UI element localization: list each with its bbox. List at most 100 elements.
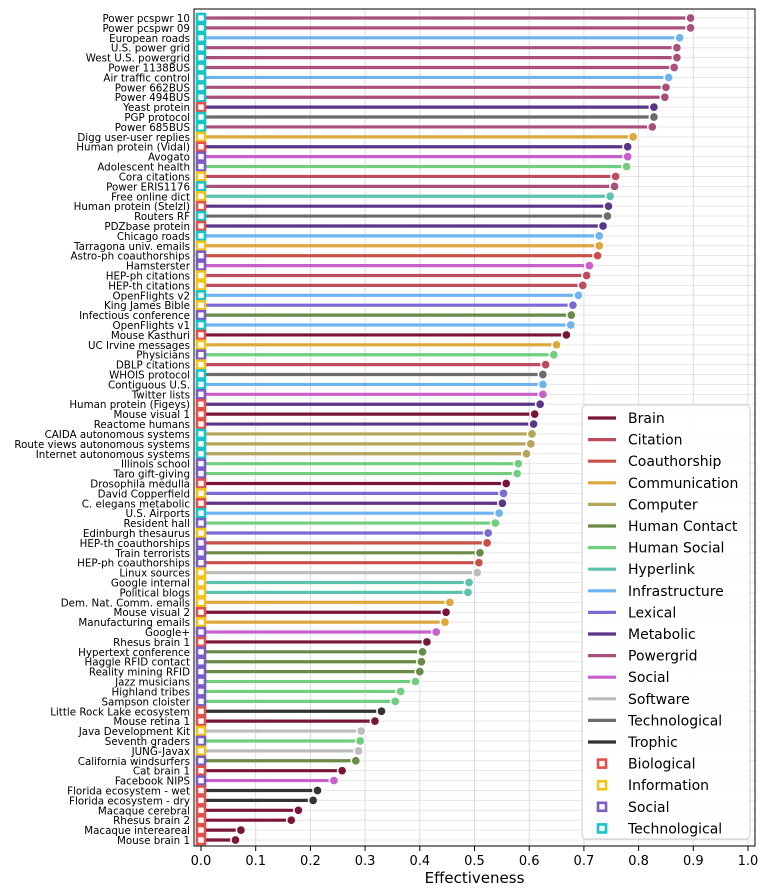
network-label: Little Rock Lake ecosystem xyxy=(50,706,190,718)
value-marker xyxy=(528,418,539,430)
network-row: Haggle RFID contact xyxy=(85,656,427,669)
legend-entry: Communication xyxy=(588,476,738,492)
x-tick-label: 1.0 xyxy=(738,854,759,869)
category-marker xyxy=(195,606,207,618)
value-marker xyxy=(540,359,551,370)
category-marker xyxy=(195,537,207,549)
category-marker xyxy=(195,656,207,668)
value-marker xyxy=(355,725,367,737)
network-label: Tarragona univ. emails xyxy=(73,241,190,253)
x-axis: 0.0 0.1 0.2 0.3 0.4 0.5 0.6 0.7 0.8 0.9 1.0 xyxy=(191,846,759,869)
network-row: Edinburgh thesaurus xyxy=(83,527,494,540)
network-label: U.S. Airports xyxy=(125,508,190,520)
value-marker xyxy=(668,62,680,73)
x-tick-label: 0.4 xyxy=(409,854,430,869)
legend-entry: Biological xyxy=(596,757,695,773)
legend: Brain Citation Coauthorship Communication Co… xyxy=(581,404,751,840)
network-label: HEP-ph citations xyxy=(106,270,190,282)
category-marker xyxy=(195,626,207,638)
network-label: Infectious conference xyxy=(79,310,190,322)
network-label: Contiguous U.S. xyxy=(108,379,190,391)
category-marker xyxy=(195,517,207,529)
category-marker xyxy=(195,527,207,539)
network-row: WHOIS protocol xyxy=(109,369,549,382)
network-row: Power pcspwr 10 xyxy=(102,12,696,25)
network-label: Free online dict xyxy=(111,191,190,203)
category-marker xyxy=(195,91,207,103)
category-marker xyxy=(195,339,207,351)
legend-label: Biological xyxy=(628,757,695,773)
value-marker xyxy=(537,388,549,400)
network-row: U.S. Airports xyxy=(125,507,505,520)
network-label: UC Irvine messages xyxy=(88,340,190,352)
network-label: Human protein (Stelzl) xyxy=(74,201,190,213)
network-row: California windsurfers xyxy=(78,755,362,768)
category-marker xyxy=(195,101,207,113)
legend-label: Hyperlink xyxy=(628,562,696,578)
network-row: Google internal xyxy=(111,577,475,590)
legend-entry: Human Contact xyxy=(588,519,738,535)
category-marker xyxy=(195,428,207,440)
category-marker xyxy=(195,804,207,816)
category-marker xyxy=(195,369,207,380)
value-marker xyxy=(592,250,603,262)
network-label: OpenFlights v2 xyxy=(112,290,190,302)
value-marker xyxy=(593,240,605,252)
value-marker xyxy=(663,72,675,83)
network-label: Mouse visual 1 xyxy=(113,409,190,421)
category-marker xyxy=(195,398,207,410)
network-label: Power pcspwr 09 xyxy=(102,23,190,35)
network-row: Google+ xyxy=(145,626,442,639)
value-marker xyxy=(622,151,634,163)
category-marker xyxy=(195,280,207,291)
network-row: HEP-th citations xyxy=(108,280,589,292)
value-marker xyxy=(512,458,524,470)
network-row: Mouse brain 1 xyxy=(117,834,241,847)
network-row: UC Irvine messages xyxy=(88,339,562,352)
category-marker xyxy=(195,616,207,628)
network-label: Google internal xyxy=(111,578,190,590)
category-marker xyxy=(195,181,207,192)
network-row: JUNG-Javax xyxy=(131,745,364,758)
category-marker xyxy=(195,349,207,361)
network-label: Manufacturing emails xyxy=(78,617,190,629)
category-marker xyxy=(195,260,207,271)
value-marker xyxy=(597,220,609,232)
category-marker xyxy=(195,141,207,153)
network-label: Power pcspwr 10 xyxy=(102,13,190,25)
value-marker xyxy=(481,537,493,549)
value-marker xyxy=(581,270,592,281)
network-label: OpenFlights v1 xyxy=(112,320,190,332)
network-row: Avogato xyxy=(148,151,634,164)
category-marker xyxy=(195,705,207,717)
value-marker xyxy=(500,478,512,489)
value-marker xyxy=(293,804,304,816)
network-label: Mouse brain 1 xyxy=(117,835,190,847)
legend-label: Lexical xyxy=(628,605,676,621)
network-label: Routers RF xyxy=(134,211,190,223)
value-marker xyxy=(548,349,560,361)
value-marker xyxy=(593,230,605,242)
value-marker xyxy=(498,488,509,499)
network-row: Physicians xyxy=(136,349,560,362)
network-label: Yeast protein xyxy=(122,102,190,114)
network-label: HEP-th coauthorships xyxy=(80,538,190,550)
value-marker xyxy=(671,52,683,63)
category-marker xyxy=(195,299,207,311)
network-row: Power 494BUS xyxy=(115,91,671,104)
network-label: Power 685BUS xyxy=(115,122,190,134)
legend-entry: Technological xyxy=(596,821,722,837)
value-marker xyxy=(482,527,494,539)
category-marker xyxy=(195,82,207,93)
network-row: Reality mining RFID xyxy=(89,666,426,679)
value-marker xyxy=(350,755,362,767)
value-marker xyxy=(685,12,696,24)
network-label: DBLP citations xyxy=(116,360,190,372)
network-row: Mouse retina 1 xyxy=(113,715,381,728)
value-marker xyxy=(525,438,537,450)
network-row: Manufacturing emails xyxy=(78,616,451,629)
category-marker xyxy=(195,676,207,687)
network-row: Internet autonomous systems xyxy=(36,448,532,461)
legend-square-swatch xyxy=(596,779,608,791)
